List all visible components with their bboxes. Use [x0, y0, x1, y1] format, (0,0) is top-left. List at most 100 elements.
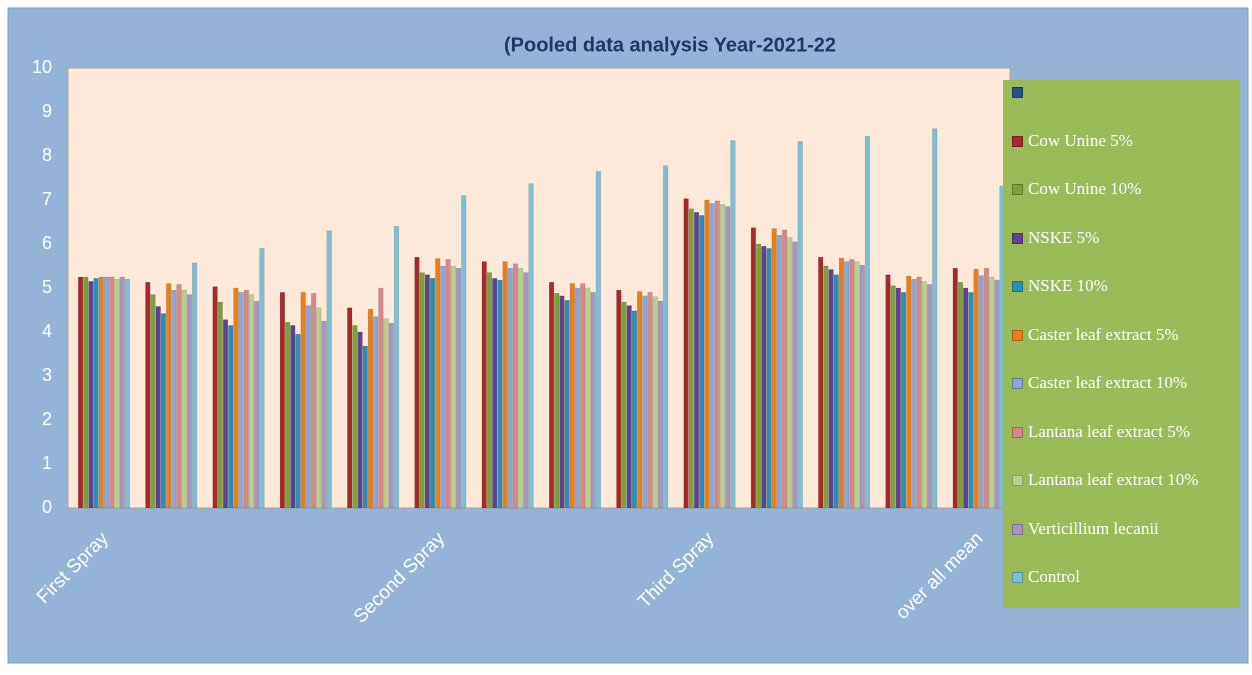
- legend-entry: Cow Unine 5%: [1012, 131, 1234, 180]
- bar: [124, 278, 130, 509]
- legend-entry: Lantana leaf extract 10%: [1012, 470, 1234, 519]
- bar: [657, 300, 663, 509]
- bar: [88, 281, 94, 509]
- bar: [885, 274, 891, 509]
- legend-label: Cow Unine 5%: [1028, 130, 1133, 150]
- bar: [968, 292, 974, 509]
- bar: [761, 245, 767, 509]
- legend-entry: Lantana leaf extract 5%: [1012, 422, 1234, 471]
- legend-label: Verticillium lecanii: [1028, 518, 1159, 538]
- bar: [393, 226, 400, 509]
- bar: [818, 256, 824, 509]
- bar: [590, 292, 596, 509]
- bar: [776, 234, 782, 509]
- bar: [693, 212, 700, 509]
- bar: [445, 259, 451, 509]
- y-tick-label: 0: [42, 497, 52, 517]
- bar: [414, 256, 420, 509]
- bar: [704, 199, 710, 509]
- bar: [663, 165, 669, 509]
- bar: [435, 258, 441, 509]
- bar: [983, 267, 990, 509]
- legend-entry: NSKE 5%: [1012, 228, 1234, 277]
- bar: [554, 293, 560, 509]
- bar: [373, 316, 379, 509]
- bar: [782, 229, 788, 509]
- legend-entry: Verticillium lecanii: [1012, 519, 1234, 568]
- legend-marker: [1012, 87, 1023, 98]
- bar: [859, 264, 865, 509]
- bar: [507, 267, 513, 509]
- legend-label: Lantana leaf extract 5%: [1028, 421, 1190, 441]
- legend-entry: [1012, 82, 1234, 131]
- bar: [254, 300, 260, 509]
- bar: [316, 307, 322, 509]
- bar: [756, 243, 762, 509]
- legend-marker: [1012, 184, 1023, 195]
- bar: [502, 261, 508, 509]
- bar: [145, 282, 151, 509]
- bar: [321, 320, 327, 509]
- legend-label: NSKE 5%: [1028, 227, 1100, 247]
- bar: [719, 204, 726, 509]
- bar: [83, 276, 89, 509]
- bar: [559, 295, 565, 509]
- bar: [150, 294, 156, 509]
- bar: [176, 284, 182, 509]
- bar: [248, 294, 255, 509]
- legend-marker: [1012, 135, 1023, 147]
- bar: [77, 276, 84, 509]
- legend: Cow Unine 5% Cow Unine 10% NSKE 5% NSKE 10%…: [1003, 80, 1240, 608]
- bar: [637, 291, 643, 509]
- bar: [921, 281, 927, 509]
- bar: [357, 331, 363, 509]
- bar: [378, 287, 384, 509]
- bar: [383, 318, 389, 509]
- bar: [450, 265, 456, 509]
- y-tick-label: 9: [42, 101, 52, 121]
- bar: [300, 292, 306, 509]
- bar: [238, 292, 244, 509]
- bar: [305, 305, 311, 509]
- bar: [957, 282, 964, 509]
- bar: [186, 294, 192, 509]
- bar: [285, 322, 291, 509]
- bar: [481, 261, 487, 509]
- bar: [259, 248, 265, 509]
- bar: [595, 171, 601, 509]
- bar: [518, 267, 524, 509]
- y-tick-label: 4: [42, 321, 52, 341]
- legend-label: Caster leaf extract 5%: [1028, 324, 1179, 344]
- bar: [166, 283, 172, 509]
- bar: [621, 301, 627, 509]
- bar: [750, 227, 756, 509]
- bar: [725, 206, 731, 509]
- bar: [797, 141, 803, 509]
- bar: [792, 241, 798, 509]
- bar: [181, 289, 187, 509]
- bar: [367, 308, 374, 509]
- bar: [616, 289, 622, 509]
- legend-marker: [1012, 232, 1023, 244]
- y-tick-label: 6: [42, 233, 52, 253]
- bar: [352, 325, 358, 509]
- y-tick-label: 10: [32, 57, 52, 77]
- y-tick-label: 7: [42, 189, 52, 209]
- bar: [989, 276, 995, 509]
- legend-entry: Control: [1012, 567, 1234, 616]
- chart-title: (Pooled data analysis Year-2021-22: [504, 34, 836, 56]
- bar: [528, 183, 534, 509]
- legend-marker: [1012, 281, 1023, 292]
- bar: [388, 322, 394, 509]
- legend-marker: [1012, 572, 1023, 583]
- bar: [994, 279, 1000, 509]
- bar: [548, 282, 555, 509]
- bar: [854, 261, 860, 509]
- bar: [916, 276, 922, 509]
- bar: [585, 287, 591, 509]
- legend-label: Cow Unine 10%: [1028, 179, 1142, 198]
- bar: [419, 272, 425, 509]
- legend-marker: [1012, 426, 1023, 438]
- bar: [838, 257, 845, 509]
- bar: [952, 267, 958, 509]
